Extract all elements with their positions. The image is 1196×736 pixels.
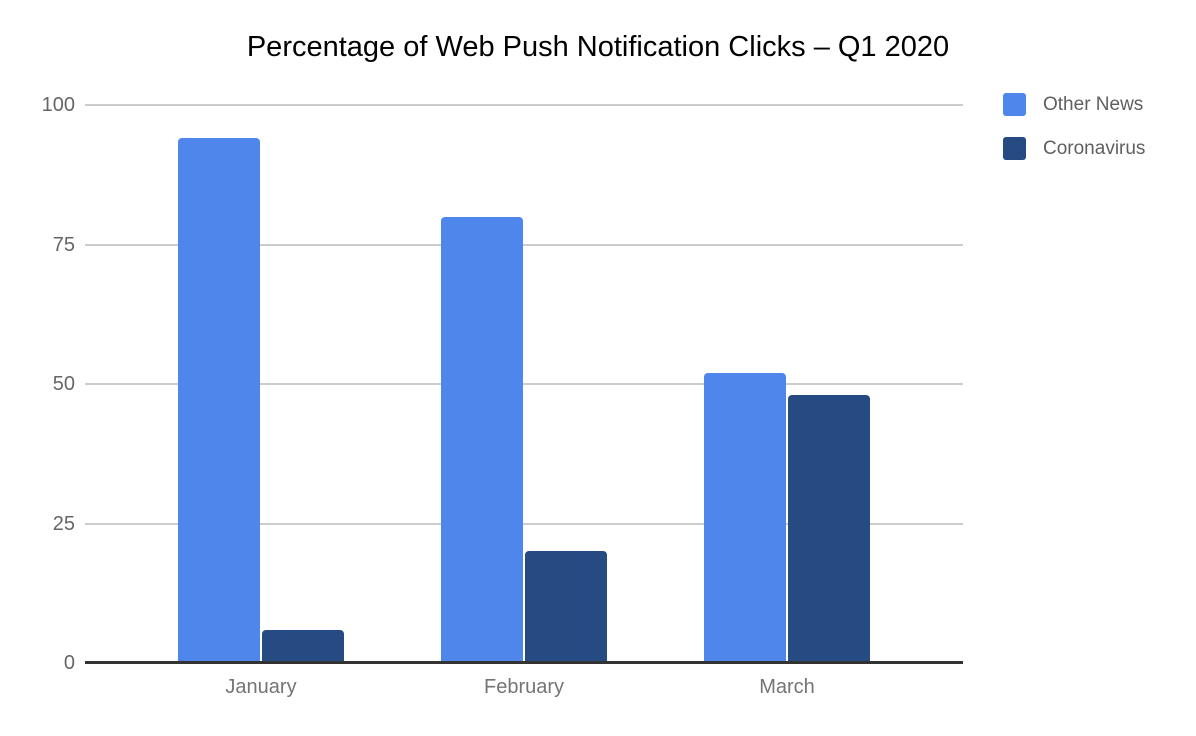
legend: Other News Coronavirus — [1003, 93, 1145, 181]
y-tick-label-25: 25 — [52, 512, 75, 535]
x-category-label-march: March — [759, 676, 815, 698]
gridline-25 — [85, 522, 963, 525]
bar-coronavirus-january[interactable] — [262, 630, 344, 663]
y-tick-label-100: 100 — [41, 94, 75, 116]
gridline-75 — [85, 243, 963, 246]
legend-label-coronavirus: Coronavirus — [1043, 138, 1146, 159]
y-tick-label-75: 75 — [52, 233, 75, 256]
legend-label-other-news: Other News — [1043, 94, 1144, 115]
bar-other-news-january[interactable] — [178, 138, 260, 663]
chart-title: Percentage of Web Push Notification Clic… — [246, 31, 950, 63]
legend-swatch-other-news — [1003, 93, 1026, 116]
x-category-label-january: January — [225, 676, 297, 698]
gridline-50 — [85, 383, 963, 385]
legend-swatch-coronavirus — [1003, 137, 1026, 160]
bar-other-news-march[interactable] — [704, 373, 786, 663]
bar-coronavirus-march[interactable] — [788, 395, 870, 663]
legend-item-other-news[interactable]: Other News — [1003, 93, 1145, 116]
y-tick-label-0: 0 — [63, 652, 75, 674]
y-tick-label-50: 50 — [52, 373, 75, 395]
x-axis-line — [85, 661, 963, 664]
legend-item-coronavirus[interactable]: Coronavirus — [1003, 137, 1145, 160]
gridline-100 — [85, 104, 963, 106]
bar-coronavirus-february[interactable] — [525, 551, 607, 663]
bar-other-news-february[interactable] — [441, 217, 523, 663]
plot-area: 0 25 50 75 100 January February March — [42, 94, 963, 698]
x-category-label-february: February — [483, 676, 565, 698]
